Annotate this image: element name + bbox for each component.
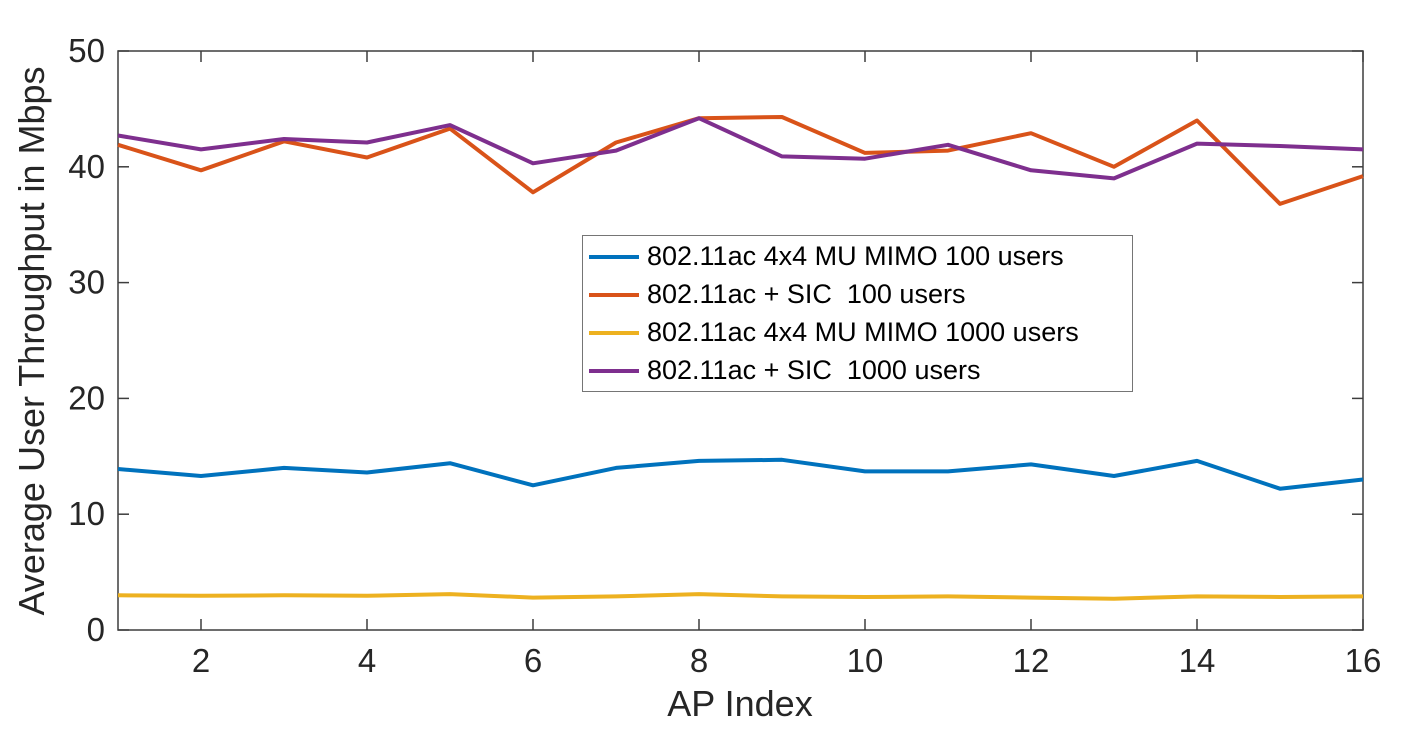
series-line-1 [117, 457, 1364, 491]
plot-area: 2 4 6 8 10 12 14 16 0 10 20 30 40 50 [68, 32, 1381, 679]
y-tick-label: 30 [68, 264, 105, 301]
x-tick-label: 12 [1013, 642, 1050, 679]
legend: 802.11ac 4x4 MU MIMO 100 users 802.11ac +… [582, 235, 1133, 392]
legend-swatch [589, 254, 639, 259]
x-tick-label: 6 [524, 642, 542, 679]
legend-swatch [589, 368, 639, 373]
legend-label: 802.11ac 4x4 MU MIMO 1000 users [647, 317, 1079, 347]
series-line-4 [117, 116, 1364, 181]
legend-item-3: 802.11ac 4x4 MU MIMO 1000 users [589, 314, 1132, 352]
y-tick-label: 40 [68, 148, 105, 185]
y-tick-label: 20 [68, 379, 105, 416]
y-axis-label: Average User Throughput in Mbps [11, 67, 52, 616]
axes-box [117, 50, 1364, 631]
x-tick-label: 4 [358, 642, 376, 679]
x-tick-label: 10 [847, 642, 884, 679]
x-tick-label: 16 [1345, 642, 1382, 679]
legend-item-2: 802.11ac + SIC 100 users [589, 276, 1132, 314]
legend-label: 802.11ac + SIC 100 users [647, 279, 966, 309]
y-tick-label: 10 [68, 495, 105, 532]
legend-item-1: 802.11ac 4x4 MU MIMO 100 users [589, 238, 1132, 276]
y-tick-label: 50 [68, 32, 105, 69]
legend-swatch [589, 292, 639, 297]
legend-label: 802.11ac + SIC 1000 users [647, 355, 981, 385]
x-tick-label: 8 [690, 642, 708, 679]
y-tick-label: 0 [87, 611, 105, 648]
legend-swatch [589, 330, 639, 335]
series-line-2 [117, 115, 1364, 206]
series-line-3 [117, 592, 1364, 601]
x-axis-label: AP Index [667, 683, 812, 724]
x-tick-label: 2 [192, 642, 210, 679]
legend-label: 802.11ac 4x4 MU MIMO 100 users [647, 241, 1064, 271]
legend-item-4: 802.11ac + SIC 1000 users [589, 352, 1132, 390]
x-tick-label: 14 [1179, 642, 1216, 679]
